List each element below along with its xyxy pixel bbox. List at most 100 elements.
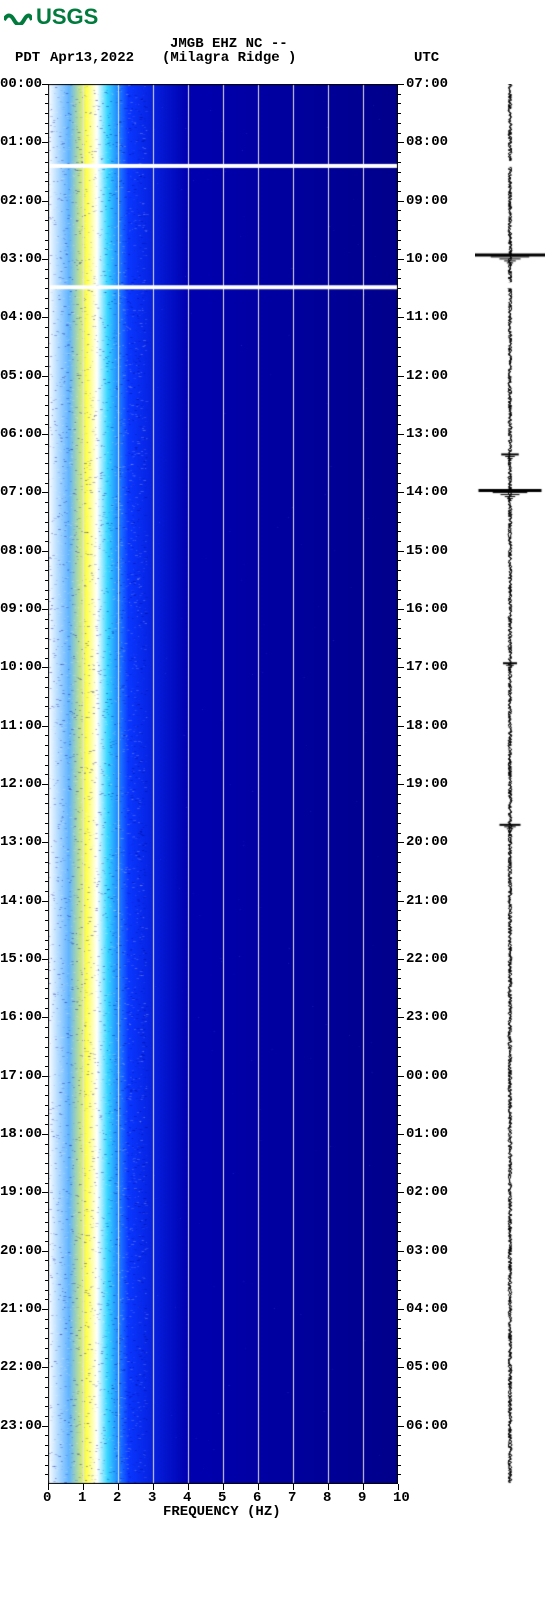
left-minor-tick xyxy=(45,531,48,532)
right-hour-label: 18:00 xyxy=(406,718,448,734)
left-minor-tick xyxy=(45,522,48,523)
right-minor-tick xyxy=(398,337,401,338)
right-minor-tick xyxy=(398,512,401,513)
right-hour-tick xyxy=(398,1426,404,1427)
tz-left-label: PDT xyxy=(15,50,40,66)
right-minor-tick xyxy=(398,1338,401,1339)
left-minor-tick xyxy=(45,444,48,445)
right-minor-tick xyxy=(398,1202,401,1203)
right-minor-tick xyxy=(398,444,401,445)
left-hour-label: 13:00 xyxy=(0,834,42,850)
left-hour-tick xyxy=(42,1076,48,1077)
left-hour-tick xyxy=(42,434,48,435)
left-hour-tick xyxy=(42,492,48,493)
right-minor-tick xyxy=(398,1115,401,1116)
left-hour-label: 10:00 xyxy=(0,659,42,675)
right-minor-tick xyxy=(398,385,401,386)
left-minor-tick xyxy=(45,453,48,454)
right-minor-tick xyxy=(398,483,401,484)
right-minor-tick xyxy=(398,1474,401,1475)
left-hour-label: 23:00 xyxy=(0,1418,42,1434)
right-minor-tick xyxy=(398,395,401,396)
left-minor-tick xyxy=(45,852,48,853)
left-minor-tick xyxy=(45,1144,48,1145)
left-minor-tick xyxy=(45,628,48,629)
right-hour-label: 13:00 xyxy=(406,426,448,442)
right-minor-tick xyxy=(398,541,401,542)
left-minor-tick xyxy=(45,1406,48,1407)
right-hour-tick xyxy=(398,142,404,143)
right-minor-tick xyxy=(398,1144,401,1145)
right-hour-label: 05:00 xyxy=(406,1359,448,1375)
left-minor-tick xyxy=(45,1222,48,1223)
left-minor-tick xyxy=(45,405,48,406)
left-minor-tick xyxy=(45,1163,48,1164)
left-minor-tick xyxy=(45,619,48,620)
right-minor-tick xyxy=(398,278,401,279)
right-minor-tick xyxy=(398,998,401,999)
right-hour-label: 19:00 xyxy=(406,776,448,792)
left-minor-tick xyxy=(45,998,48,999)
right-hour-tick xyxy=(398,959,404,960)
right-minor-tick xyxy=(398,949,401,950)
left-hour-label: 19:00 xyxy=(0,1184,42,1200)
left-minor-tick xyxy=(45,1416,48,1417)
left-hour-tick xyxy=(42,959,48,960)
left-hour-label: 09:00 xyxy=(0,601,42,617)
left-minor-tick xyxy=(45,1037,48,1038)
left-hour-label: 02:00 xyxy=(0,193,42,209)
right-minor-tick xyxy=(398,1222,401,1223)
left-minor-tick xyxy=(45,1435,48,1436)
right-minor-tick xyxy=(398,1328,401,1329)
left-minor-tick xyxy=(45,541,48,542)
usgs-logo-text: USGS xyxy=(36,4,98,30)
left-minor-tick xyxy=(45,240,48,241)
right-minor-tick xyxy=(398,774,401,775)
right-minor-tick xyxy=(398,240,401,241)
left-hour-tick xyxy=(42,1426,48,1427)
left-hour-label: 17:00 xyxy=(0,1068,42,1084)
right-hour-tick xyxy=(398,551,404,552)
left-hour-tick xyxy=(42,1251,48,1252)
right-minor-tick xyxy=(398,755,401,756)
right-minor-tick xyxy=(398,560,401,561)
right-minor-tick xyxy=(398,347,401,348)
right-hour-tick xyxy=(398,84,404,85)
left-hour-label: 15:00 xyxy=(0,951,42,967)
usgs-logo: USGS xyxy=(4,4,98,30)
right-hour-tick xyxy=(398,1251,404,1252)
right-minor-tick xyxy=(398,1085,401,1086)
left-minor-tick xyxy=(45,1387,48,1388)
left-minor-tick xyxy=(45,288,48,289)
right-hour-tick xyxy=(398,842,404,843)
left-minor-tick xyxy=(45,638,48,639)
left-minor-tick xyxy=(45,278,48,279)
left-hour-label: 14:00 xyxy=(0,893,42,909)
right-minor-tick xyxy=(398,833,401,834)
left-minor-tick xyxy=(45,249,48,250)
left-hour-tick xyxy=(42,1134,48,1135)
left-minor-tick xyxy=(45,1202,48,1203)
right-minor-tick xyxy=(398,249,401,250)
right-hour-label: 10:00 xyxy=(406,251,448,267)
left-minor-tick xyxy=(45,172,48,173)
right-minor-tick xyxy=(398,1056,401,1057)
right-hour-tick xyxy=(398,317,404,318)
right-minor-tick xyxy=(398,94,401,95)
right-minor-tick xyxy=(398,424,401,425)
left-minor-tick xyxy=(45,308,48,309)
left-minor-tick xyxy=(45,813,48,814)
right-minor-tick xyxy=(398,697,401,698)
right-minor-tick xyxy=(398,1260,401,1261)
right-hour-tick xyxy=(398,1017,404,1018)
left-minor-tick xyxy=(45,123,48,124)
left-hour-label: 05:00 xyxy=(0,368,42,384)
right-hour-tick xyxy=(398,434,404,435)
left-minor-tick xyxy=(45,677,48,678)
right-minor-tick xyxy=(398,1173,401,1174)
right-minor-tick xyxy=(398,502,401,503)
left-hour-tick xyxy=(42,667,48,668)
right-minor-tick xyxy=(398,823,401,824)
left-minor-tick xyxy=(45,1319,48,1320)
right-minor-tick xyxy=(398,978,401,979)
